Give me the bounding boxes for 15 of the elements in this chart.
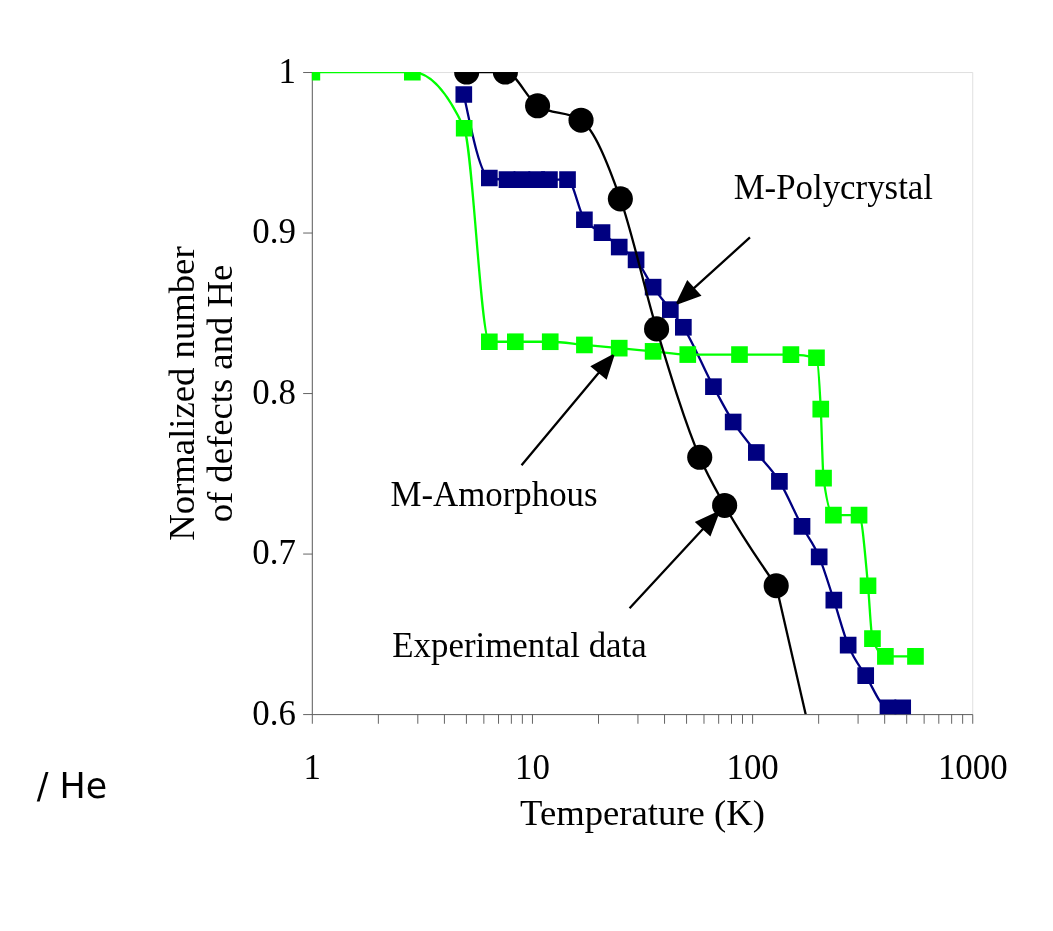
y-tick-label: 0.8 <box>252 372 296 412</box>
y-tick-label: 0.9 <box>252 212 296 252</box>
text: Experimental data <box>392 625 647 665</box>
x-tick-label: 1000 <box>937 747 1008 787</box>
y-axis-title: Normalized number of defects and He <box>160 246 241 541</box>
text: / He <box>36 765 108 806</box>
y-tick-label: 0.7 <box>252 533 296 573</box>
x-axis-title: Temperature (K) <box>520 791 765 833</box>
x-tick-label: 10 <box>515 747 550 787</box>
x-tick-label: 1 <box>303 747 322 787</box>
text: M-Amorphous <box>390 474 598 514</box>
text: M-Polycrystal <box>733 168 934 208</box>
y-tick-label: 0.6 <box>252 693 296 733</box>
y-tick-label: 1 <box>278 51 296 91</box>
x-tick-label: 100 <box>726 747 779 787</box>
